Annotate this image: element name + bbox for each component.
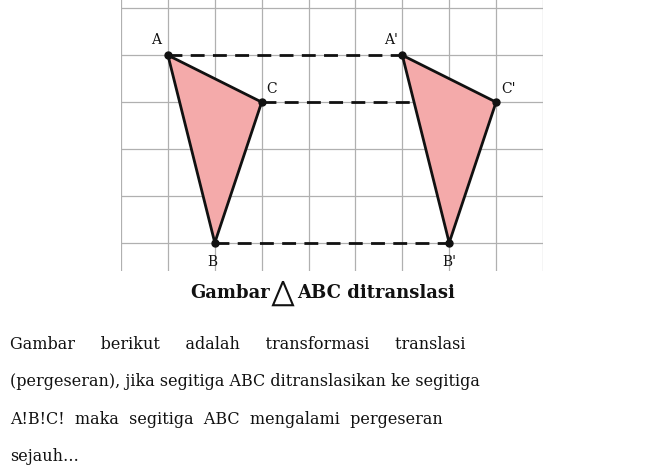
Text: A: A: [151, 33, 161, 47]
Text: C: C: [266, 82, 277, 96]
Text: C': C': [501, 82, 515, 96]
Text: B: B: [207, 255, 218, 269]
Polygon shape: [402, 56, 496, 243]
Text: sejauh…: sejauh…: [10, 447, 79, 464]
Text: A!B!C!  maka  segitiga  ABC  mengalami  pergeseran: A!B!C! maka segitiga ABC mengalami perge…: [10, 410, 443, 426]
Text: A': A': [384, 33, 398, 47]
Text: ABC ditranslasi: ABC ditranslasi: [297, 284, 455, 302]
Text: B': B': [442, 255, 456, 269]
Text: (pergeseran), jika segitiga ABC ditranslasikan ke segitiga: (pergeseran), jika segitiga ABC ditransl…: [10, 372, 480, 389]
Text: Gambar     berikut     adalah     transformasi     translasi: Gambar berikut adalah transformasi trans…: [10, 335, 465, 352]
Polygon shape: [168, 56, 262, 243]
Text: Gambar: Gambar: [191, 284, 270, 302]
